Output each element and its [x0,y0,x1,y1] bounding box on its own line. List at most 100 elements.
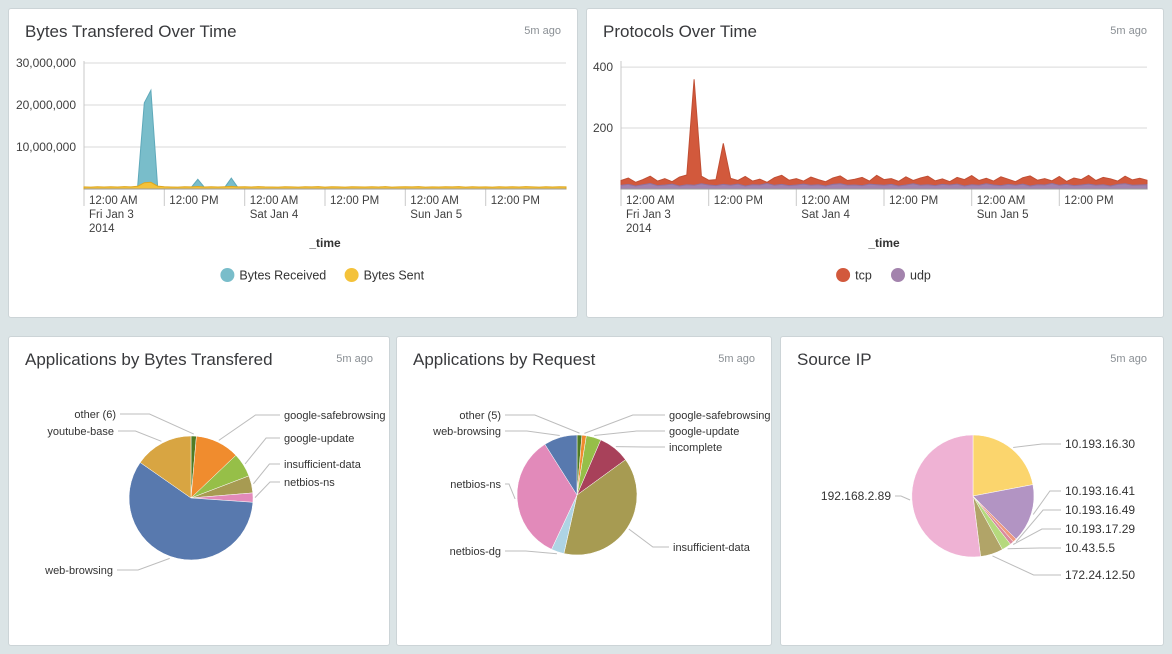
y-axis-tick-label: 30,000,000 [16,56,76,70]
pie-label-leader-line [992,555,1061,576]
panel-applications-by-bytes: Applications by Bytes Transfered 5m ago … [8,336,390,646]
pie-slice-label: other (5) [459,410,501,422]
series-area-bytes-sent[interactable] [83,181,567,190]
pie-slice-label: google-update [669,426,739,438]
pie-label-leader-line [505,430,560,436]
panel-title-protocols-over-time: Protocols Over Time [603,22,757,41]
chart-protocols-over-time[interactable]: 200 400 12:00 AM Fri Jan 3 2014 12:00 PM 12:00… [587,53,1163,317]
y-axis-tick-label: 10,000,000 [16,140,76,154]
pie-slice-label: web-browsing [44,565,113,577]
x-axis-title: _time [308,236,341,250]
legend-swatch [220,268,235,282]
pie-slice-10.193.16.30[interactable] [972,434,1034,497]
pie-slice-label: 10.193.17.29 [1065,522,1135,536]
chart-applications-by-bytes[interactable]: other (6) google-safebrowsing google-updat… [9,381,389,645]
refresh-age-badge: 5m ago [1110,25,1147,37]
panel-title-applications-by-request: Applications by Request [413,350,596,369]
pie-label-leader-line [594,430,665,436]
pie-label-leader-line [218,414,280,441]
x-axis-tick-label: 12:00 AM [977,195,1026,207]
legend-item-bytes-received[interactable]: Bytes Received [220,268,326,283]
refresh-age-badge: 5m ago [336,353,373,365]
legend-label: udp [910,269,931,283]
pie-chart-svg: other (6) google-safebrowsing google-updat… [44,409,385,577]
x-axis-tick-label: Sat Jan 4 [250,209,299,221]
timeseries-chart-svg: 200 400 12:00 AM Fri Jan 3 2014 12:00 PM 12:00… [593,60,1148,283]
pie-slice-netbios-ns[interactable] [516,443,578,550]
refresh-age-badge: 5m ago [718,353,755,365]
chart-bytes-over-time[interactable]: 10,000,000 20,000,000 30,000,000 12:00 AM Fr… [9,53,577,317]
pie-label-leader-line [628,528,669,548]
pie-slice-label: netbios-ns [284,477,335,489]
refresh-age-badge: 5m ago [524,25,561,37]
x-axis-tick-label: Fri Jan 3 [89,209,134,221]
series-area-udp[interactable] [620,182,1148,190]
pie-slice-label: web-browsing [432,426,501,438]
panel-title-source-ip: Source IP [797,350,872,369]
x-axis-tick-label: 12:00 PM [889,195,938,207]
pie-slice-label: 10.193.16.49 [1065,503,1135,517]
panel-applications-by-request: Applications by Request 5m ago other (5)… [396,336,772,646]
pie-slice-label: 10.193.16.41 [1065,484,1135,498]
x-axis-tick-label: 12:00 PM [169,195,218,207]
legend-label: Bytes Received [239,269,326,283]
panel-header: Protocols Over Time 5m ago [587,9,1163,53]
pie-slice-insufficient-data[interactable] [563,459,638,556]
pie-label-leader-line [120,413,195,435]
legend-swatch [891,268,905,282]
pie-label-leader-line [1007,547,1061,550]
pie-slice-label: insufficient-data [673,542,751,554]
y-axis-tick-label: 20,000,000 [16,98,76,112]
panel-protocols-over-time: Protocols Over Time 5m ago 200 400 12:00 A… [586,8,1164,318]
pie-slice-label: google-safebrowsing [669,410,771,422]
chart-source-ip[interactable]: 10.193.16.30 10.193.16.41 10.193.16.49 10.1… [781,381,1163,645]
pie-slice-web-browsing[interactable] [544,434,578,496]
pie-label-leader-line [584,414,665,434]
pie-slice-192.168.2.89[interactable] [911,434,981,558]
pie-slice-label: other (6) [74,409,116,421]
panel-header: Bytes Transfered Over Time 5m ago [9,9,577,53]
x-axis-tick-label: Fri Jan 3 [626,209,671,221]
x-axis-tick-label: 12:00 AM [89,195,138,207]
x-axis-tick-label: 2014 [89,223,115,235]
pie-chart-svg: other (5) google-safebrowsing google-updat… [432,410,771,558]
panel-header: Source IP 5m ago [781,337,1163,381]
x-axis-tick-label: 2014 [626,223,652,235]
pie-slice-label: netbios-dg [450,546,501,558]
series-area-tcp[interactable] [620,79,1148,190]
x-axis-title: _time [867,236,900,250]
pie-label-leader-line [1032,490,1061,515]
legend-item-udp[interactable]: udp [891,268,931,283]
pie-label-leader-line [244,437,280,465]
x-axis-tick-label: Sat Jan 4 [801,209,850,221]
y-axis-tick-label: 200 [593,121,613,135]
pie-label-leader-line [895,495,911,501]
pie-label-leader-line [1013,443,1061,448]
x-axis-tick-label: 12:00 AM [626,195,675,207]
x-axis-tick-label: 12:00 AM [801,195,850,207]
pie-slice-web-browsing[interactable] [128,462,254,561]
pie-label-leader-line [254,481,280,498]
pie-label-leader-line [253,463,280,485]
panel-bytes-over-time: Bytes Transfered Over Time 5m ago 10,000… [8,8,578,318]
pie-slice-10.193.16.41[interactable] [972,484,1035,540]
refresh-age-badge: 5m ago [1110,353,1147,365]
x-axis-tick-label: Sun Jan 5 [410,209,462,221]
x-axis-tick-label: Sun Jan 5 [977,209,1029,221]
legend-item-bytes-sent[interactable]: Bytes Sent [344,268,425,283]
pie-chart-svg: 10.193.16.30 10.193.16.41 10.193.16.49 10.1… [821,434,1135,582]
pie-slice-label: insufficient-data [284,459,362,471]
legend-swatch [836,268,851,282]
panel-header: Applications by Request 5m ago [397,337,771,381]
pie-slice-label: 192.168.2.89 [821,489,891,503]
pie-slice-label: incomplete [669,442,722,454]
pie-slice-label: 172.24.12.50 [1065,568,1135,582]
timeseries-chart-svg: 10,000,000 20,000,000 30,000,000 12:00 AM Fr… [16,56,567,283]
legend-item-tcp[interactable]: tcp [836,268,872,283]
pie-slice-youtube-base[interactable] [139,435,192,499]
chart-applications-by-request[interactable]: other (5) google-safebrowsing google-updat… [397,381,771,645]
pie-label-leader-line [1012,528,1061,545]
pie-slice-label: 10.43.5.5 [1065,541,1115,555]
x-axis-tick-label: 12:00 PM [491,195,540,207]
